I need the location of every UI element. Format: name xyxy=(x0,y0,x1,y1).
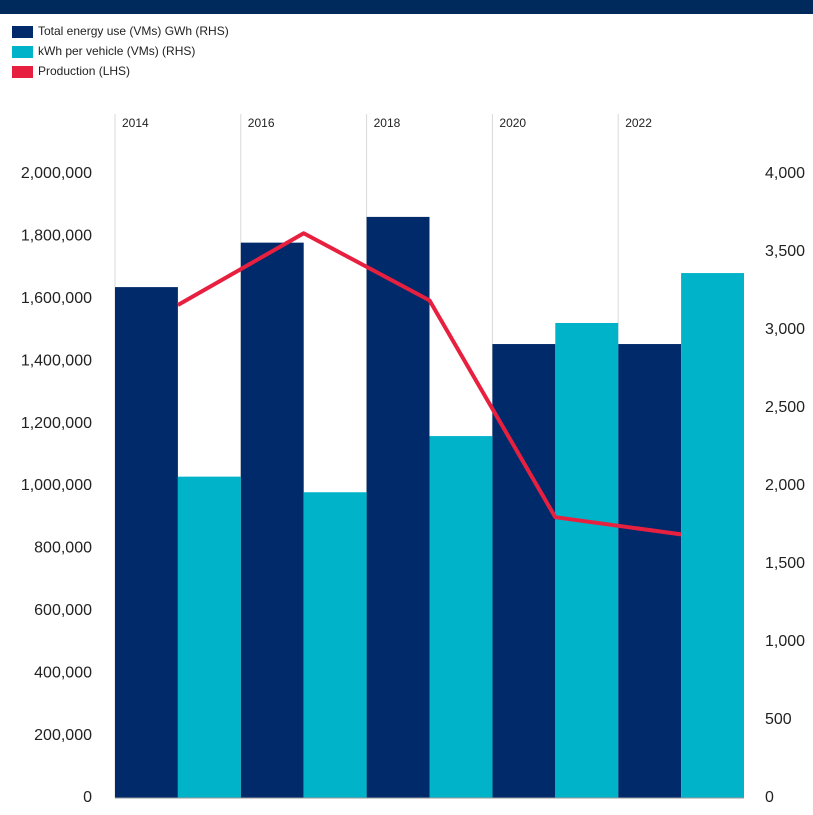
bar xyxy=(303,492,367,798)
x-tick-label: 2022 xyxy=(625,116,652,130)
x-tick-label: 2016 xyxy=(248,116,275,130)
bar xyxy=(555,322,619,798)
legend-swatch xyxy=(12,26,33,38)
x-tick-label: 2020 xyxy=(499,116,526,130)
y-tick-label: 1,200,000 xyxy=(21,415,92,432)
x-tick-label: 2018 xyxy=(374,116,401,130)
y-tick-label: 0 xyxy=(83,789,92,806)
legend-swatch xyxy=(12,66,33,78)
y2-tick-label: 3,000 xyxy=(765,321,805,338)
bar xyxy=(366,216,430,798)
y2-tick-label: 2,000 xyxy=(765,477,805,494)
legend-label: Production (LHS) xyxy=(38,64,130,78)
y-tick-label: 2,000,000 xyxy=(21,165,92,182)
y2-tick-label: 2,500 xyxy=(765,399,805,416)
y-tick-label: 1,600,000 xyxy=(21,290,92,307)
header-band xyxy=(0,0,813,14)
x-tick-label: 2014 xyxy=(122,116,149,130)
bar xyxy=(618,344,682,798)
y-tick-label: 600,000 xyxy=(34,602,92,619)
legend-swatch xyxy=(12,46,33,58)
y2-tick-label: 1,500 xyxy=(765,555,805,572)
bar xyxy=(681,273,744,798)
legend-label: kWh per vehicle (VMs) (RHS) xyxy=(38,44,195,58)
y-tick-label: 1,400,000 xyxy=(21,352,92,369)
line xyxy=(176,231,682,537)
y-tick-label: 400,000 xyxy=(34,664,92,681)
bar xyxy=(177,476,241,798)
y-tick-label: 1,800,000 xyxy=(21,228,92,245)
bar xyxy=(240,242,304,798)
y-tick-label: 800,000 xyxy=(34,540,92,557)
y2-tick-label: 3,500 xyxy=(765,243,805,260)
y-tick-label: 1,000,000 xyxy=(21,477,92,494)
bar xyxy=(115,287,178,798)
y2-tick-label: 500 xyxy=(765,711,792,728)
y-tick-label: 200,000 xyxy=(34,727,92,744)
legend-label: Total energy use (VMs) GWh (RHS) xyxy=(38,24,229,38)
bar xyxy=(492,344,556,798)
y2-tick-label: 0 xyxy=(765,789,774,806)
y2-tick-label: 1,000 xyxy=(765,633,805,650)
bar xyxy=(429,436,493,798)
y2-tick-label: 4,000 xyxy=(765,165,805,182)
